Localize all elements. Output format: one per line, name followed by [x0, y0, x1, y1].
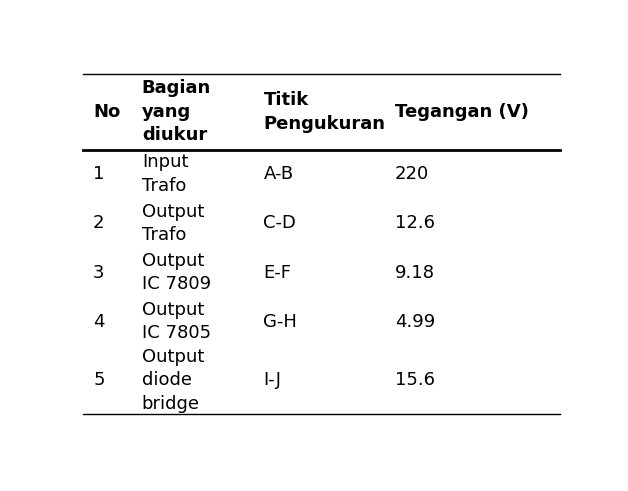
- Text: Bagian
yang
diukur: Bagian yang diukur: [142, 79, 211, 144]
- Text: 220: 220: [395, 165, 429, 183]
- Text: Output
diode
bridge: Output diode bridge: [142, 348, 204, 413]
- Text: I-J: I-J: [264, 371, 281, 389]
- Text: E-F: E-F: [264, 264, 291, 281]
- Text: G-H: G-H: [264, 313, 297, 330]
- Text: 4: 4: [93, 313, 105, 330]
- Text: 1: 1: [93, 165, 104, 183]
- Text: No: No: [93, 103, 121, 121]
- Text: 12.6: 12.6: [395, 215, 435, 232]
- Text: Tegangan (V): Tegangan (V): [395, 103, 529, 121]
- Text: 9.18: 9.18: [395, 264, 435, 281]
- Text: C-D: C-D: [264, 215, 296, 232]
- Text: Output
Trafo: Output Trafo: [142, 203, 204, 244]
- Text: A-B: A-B: [264, 165, 293, 183]
- Text: 5: 5: [93, 371, 105, 389]
- Text: Output
IC 7805: Output IC 7805: [142, 301, 211, 343]
- Text: 15.6: 15.6: [395, 371, 435, 389]
- Text: Output
IC 7809: Output IC 7809: [142, 252, 211, 293]
- Text: 3: 3: [93, 264, 105, 281]
- Text: Titik
Pengukuran: Titik Pengukuran: [264, 91, 386, 133]
- Text: 4.99: 4.99: [395, 313, 435, 330]
- Text: 2: 2: [93, 215, 105, 232]
- Text: Input
Trafo: Input Trafo: [142, 153, 188, 195]
